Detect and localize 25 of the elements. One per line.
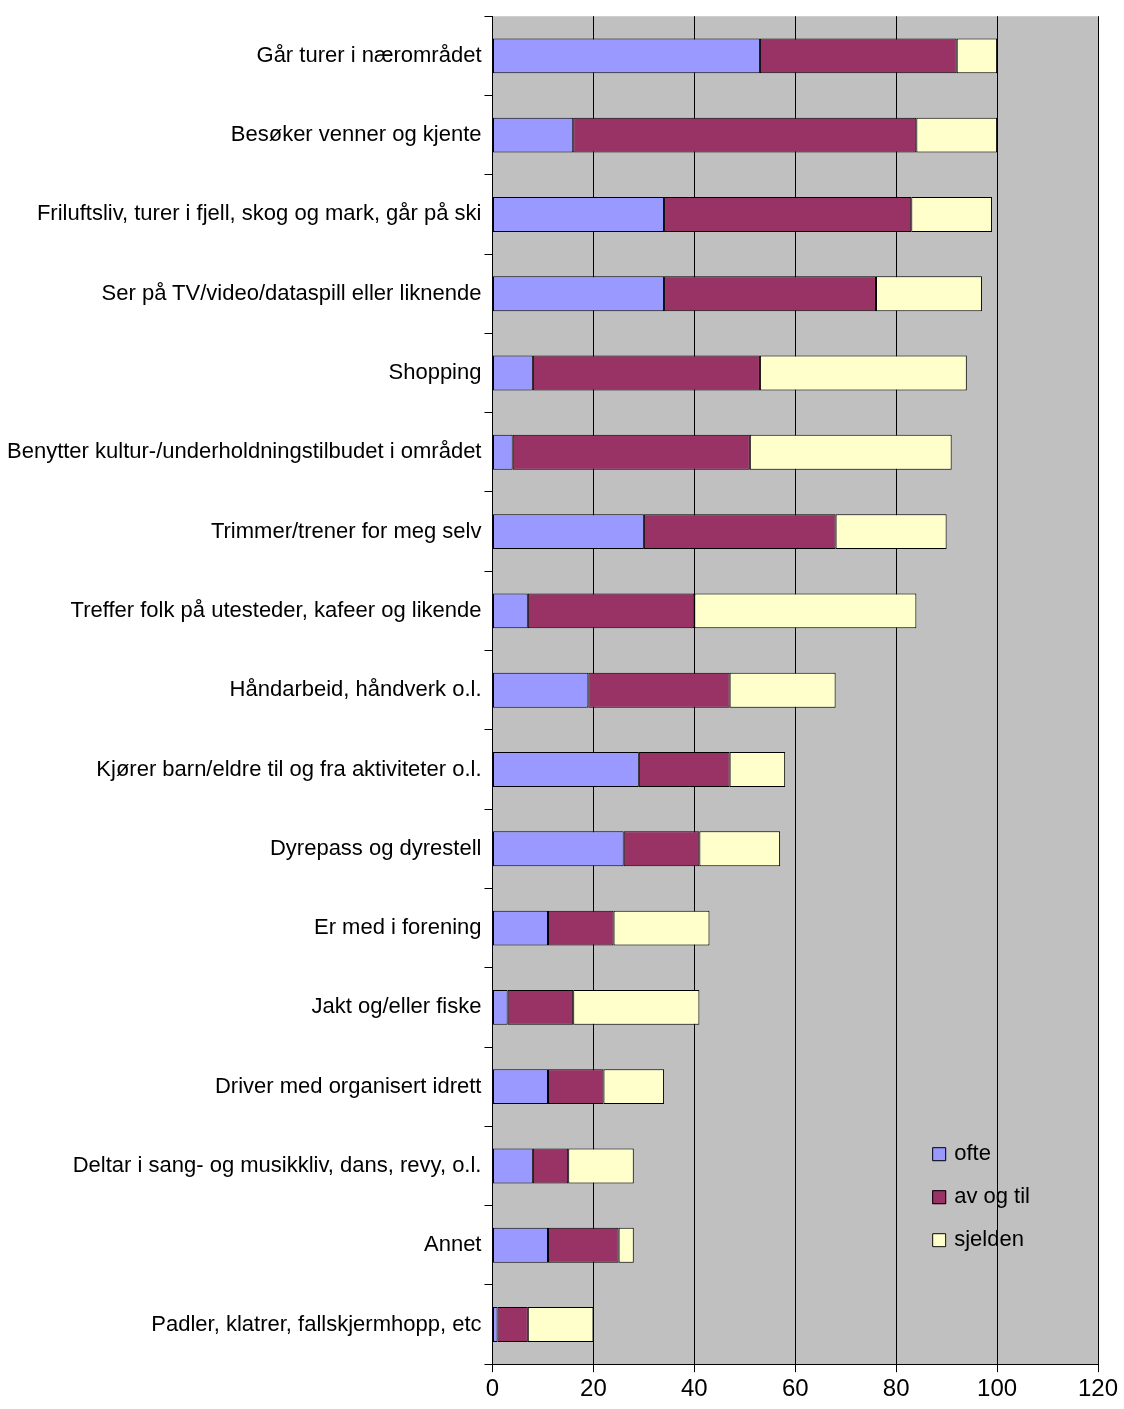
y-tick-label: Besøker venner og kjente <box>230 121 482 147</box>
y-tick-label: Går turer i nærområdet <box>256 41 482 67</box>
y-tick-label: Driver med organisert idrett <box>214 1072 482 1098</box>
y-tick-label: Benytter kultur-/underholdningstilbudet i området <box>6 438 482 464</box>
y-tick-label: Dyrepass og dyrestell <box>269 834 482 860</box>
legend-label: ofte <box>954 1140 991 1166</box>
x-tick-label: 40 <box>680 1374 708 1402</box>
x-tick-label: 100 <box>977 1374 1018 1402</box>
x-tick-label: 80 <box>882 1374 910 1402</box>
y-tick-label: Shopping <box>388 359 482 385</box>
y-tick-label: Deltar i sang- og musikkliv, dans, revy, o.l. <box>72 1152 482 1178</box>
y-tick-label: Trimmer/trener for meg selv <box>210 517 482 543</box>
y-tick-label: Ser på TV/video/dataspill eller liknende <box>101 279 482 305</box>
x-tick-label: 20 <box>580 1374 607 1402</box>
y-tick-label: Jakt og/eller fiske <box>311 993 482 1019</box>
y-tick-label: Friluftsliv, turer i fjell, skog og mark, går på ski <box>36 200 482 226</box>
y-tick-label: Er med i forening <box>313 914 482 940</box>
x-tick-label: 120 <box>1077 1374 1119 1402</box>
y-tick-label: Kjører barn/eldre til og fra aktiviteter o.l. <box>96 755 482 781</box>
y-tick-label: Håndarbeid, håndverk o.l. <box>229 676 482 702</box>
x-tick-label: 60 <box>781 1374 809 1402</box>
y-tick-label: Annet <box>423 1231 482 1257</box>
y-tick-label: Treffer folk på utesteder, kafeer og likende <box>70 596 482 622</box>
y-tick-label: Padler, klatrer, fallskjermhopp, etc <box>151 1310 482 1336</box>
x-tick-label: 0 <box>485 1374 500 1402</box>
